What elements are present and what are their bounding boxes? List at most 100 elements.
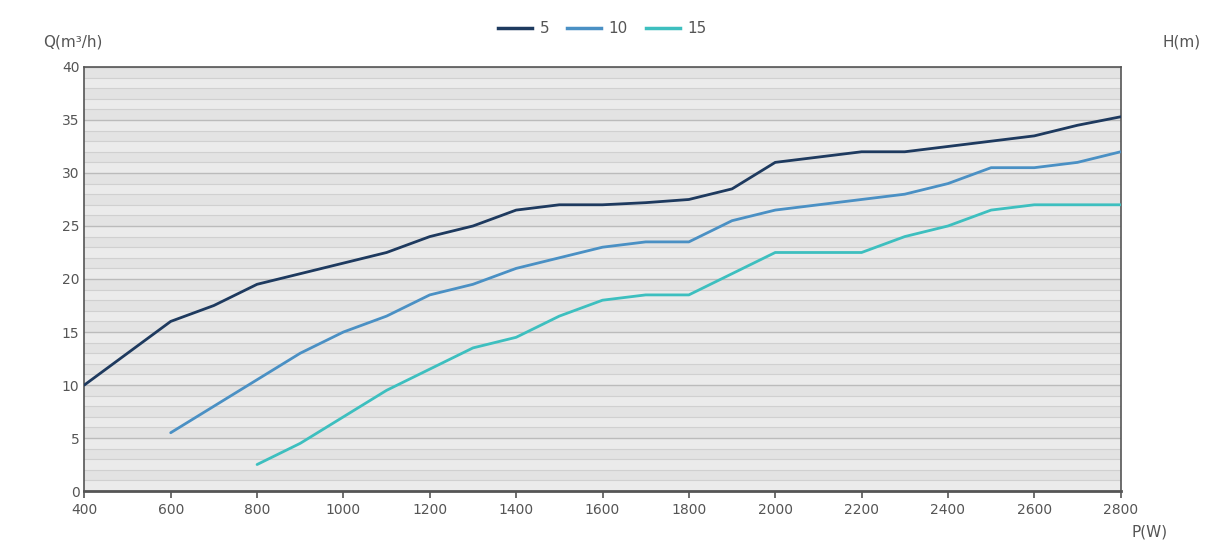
5	[595, 201, 610, 208]
Bar	[84, 343, 1121, 353]
15	[1027, 201, 1041, 208]
5	[1027, 132, 1041, 139]
15	[595, 297, 610, 304]
Bar	[84, 438, 1121, 449]
10	[725, 217, 740, 224]
Bar	[84, 88, 1121, 99]
10	[768, 206, 782, 213]
Bar	[84, 131, 1121, 141]
Bar	[84, 406, 1121, 417]
5	[552, 201, 566, 208]
10	[249, 376, 264, 383]
5	[293, 270, 307, 277]
5	[811, 153, 825, 160]
5	[164, 318, 178, 325]
Bar	[84, 120, 1121, 131]
10	[509, 265, 523, 272]
Bar	[84, 205, 1121, 215]
Bar	[84, 184, 1121, 194]
10	[466, 281, 481, 288]
Bar	[84, 353, 1121, 364]
10	[1027, 164, 1041, 171]
Legend: 5, 10, 15: 5, 10, 15	[492, 15, 713, 42]
5	[898, 148, 912, 155]
Bar	[84, 279, 1121, 290]
5	[77, 382, 92, 388]
Text: P(W): P(W)	[1131, 525, 1168, 540]
15	[768, 249, 782, 256]
5	[423, 233, 437, 240]
10	[941, 180, 956, 187]
Bar	[84, 459, 1121, 470]
Bar	[84, 109, 1121, 120]
Bar	[84, 417, 1121, 427]
5	[1070, 122, 1084, 128]
15	[854, 249, 869, 256]
5	[984, 138, 999, 145]
Bar	[84, 385, 1121, 396]
Bar	[84, 427, 1121, 438]
Bar	[84, 396, 1121, 406]
Bar	[84, 67, 1121, 78]
15	[898, 233, 912, 240]
10	[336, 329, 351, 335]
5	[466, 223, 481, 229]
10	[811, 201, 825, 208]
15	[509, 334, 523, 340]
15	[682, 291, 696, 298]
15	[552, 312, 566, 319]
Bar	[84, 311, 1121, 321]
5	[509, 206, 523, 213]
15	[1113, 201, 1128, 208]
15	[811, 249, 825, 256]
15	[984, 206, 999, 213]
Bar	[84, 78, 1121, 88]
10	[984, 164, 999, 171]
Bar	[84, 332, 1121, 343]
5	[380, 249, 394, 256]
5	[639, 199, 653, 206]
Bar	[84, 364, 1121, 374]
15	[249, 461, 264, 468]
15	[466, 344, 481, 352]
15	[1070, 201, 1084, 208]
5	[120, 350, 135, 357]
15	[725, 270, 740, 277]
Text: H(m): H(m)	[1162, 35, 1200, 50]
Bar	[84, 99, 1121, 109]
10	[1113, 148, 1128, 155]
Bar	[84, 215, 1121, 226]
10	[552, 254, 566, 261]
Bar	[84, 321, 1121, 332]
5	[207, 302, 222, 309]
5	[682, 196, 696, 203]
15	[941, 223, 956, 229]
Line: 5: 5	[84, 117, 1121, 385]
Bar	[84, 237, 1121, 247]
10	[854, 196, 869, 203]
Bar	[84, 268, 1121, 279]
5	[768, 159, 782, 166]
15	[293, 440, 307, 446]
10	[682, 239, 696, 246]
15	[380, 387, 394, 394]
Bar	[84, 300, 1121, 311]
15	[423, 366, 437, 373]
15	[336, 413, 351, 420]
Bar	[84, 247, 1121, 258]
Bar	[84, 470, 1121, 480]
Bar	[84, 194, 1121, 205]
5	[336, 259, 351, 266]
Bar	[84, 449, 1121, 459]
10	[293, 350, 307, 357]
Bar	[84, 226, 1121, 237]
5	[941, 143, 956, 150]
10	[164, 430, 178, 436]
Bar	[84, 162, 1121, 173]
10	[423, 291, 437, 298]
5	[249, 281, 264, 288]
10	[898, 191, 912, 198]
Line: 10: 10	[171, 152, 1121, 433]
10	[639, 239, 653, 246]
10	[1070, 159, 1084, 166]
